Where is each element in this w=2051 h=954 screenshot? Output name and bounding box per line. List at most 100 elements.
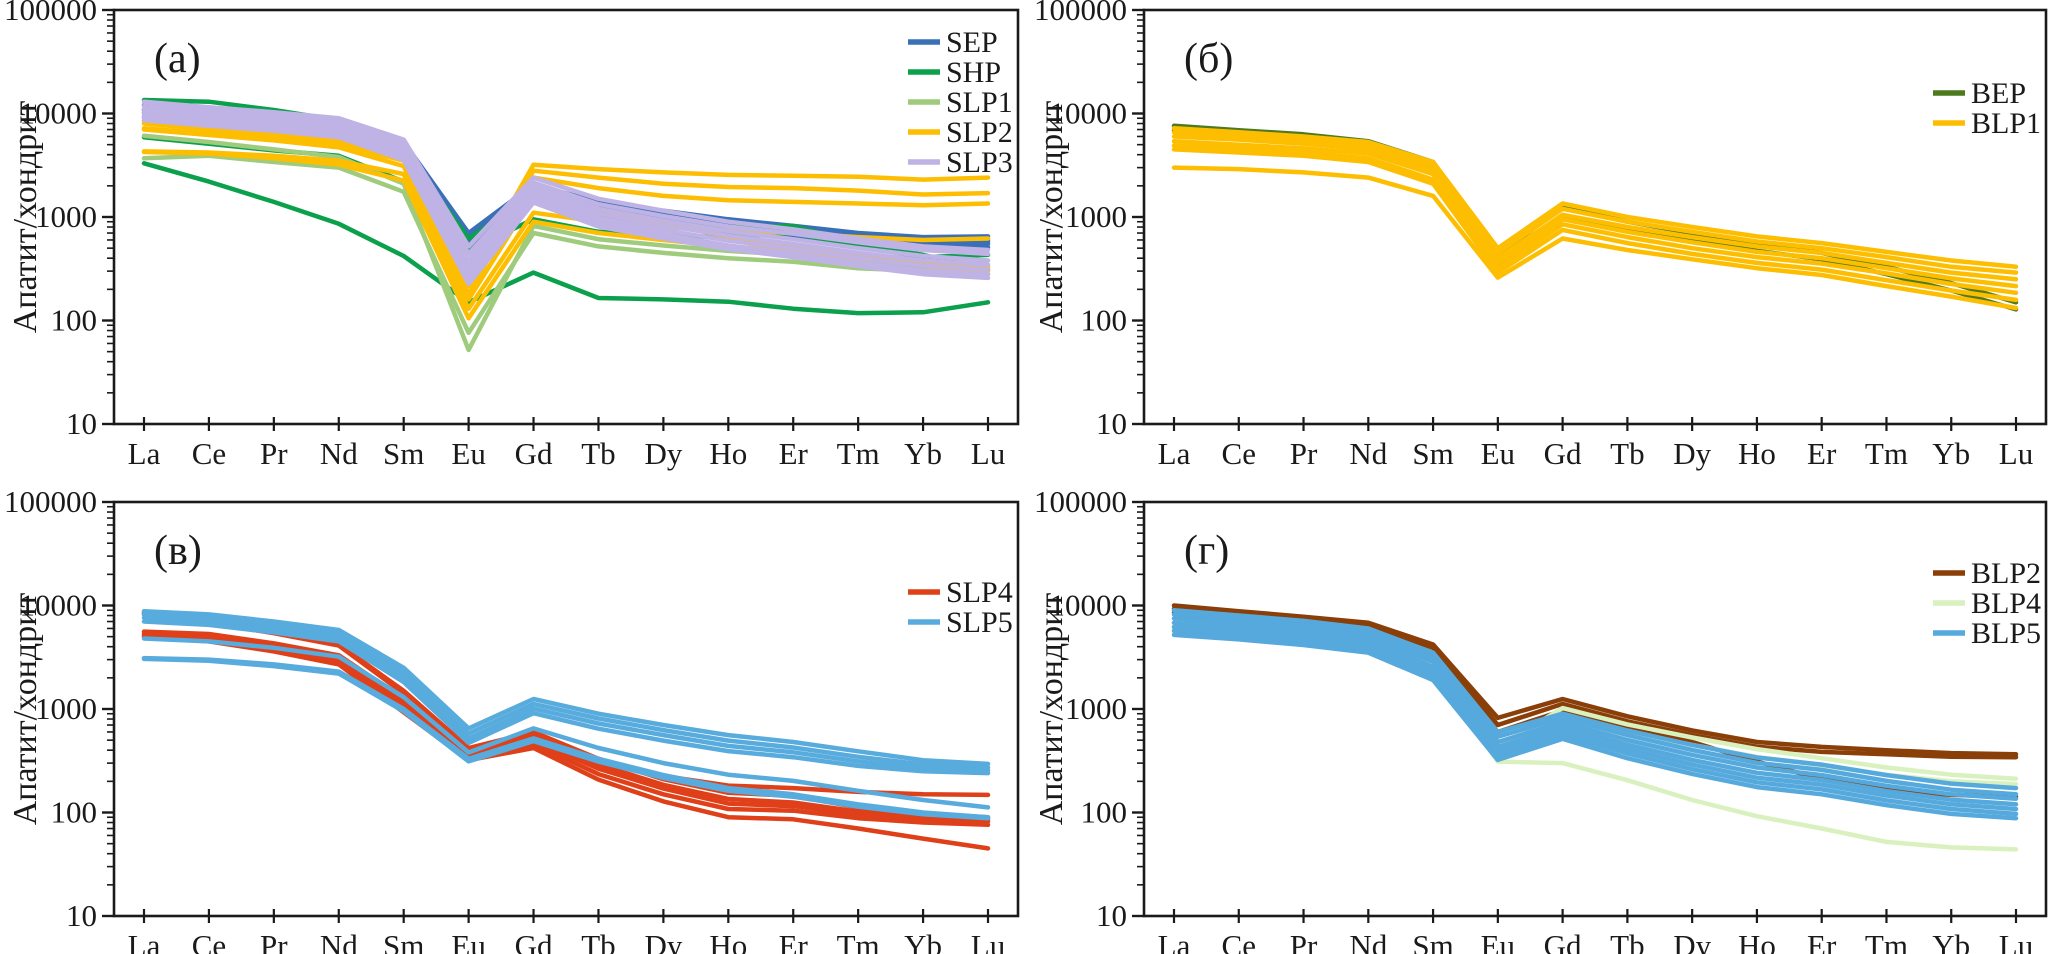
legend-label: BEP — [1971, 77, 2026, 110]
x-tick-label: Lu — [971, 436, 1005, 471]
x-tick-label: Tb — [1610, 436, 1644, 471]
panel-b-chart: 10 100 1000 10000 100000 La Ce Pr Nd Sm Eu Gd Tb Dy Ho… — [1033, 0, 2048, 471]
y-tick-label: 10 — [1096, 406, 1127, 441]
legend-label: BLP1 — [1971, 107, 2041, 140]
x-tick-label: Tm — [1865, 928, 1908, 954]
x-tick-label: Ce — [192, 436, 226, 471]
x-tick-label: Ce — [1222, 928, 1256, 954]
y-tick-label: 100 — [51, 795, 98, 830]
x-tick-label: Nd — [320, 436, 358, 471]
series-line-SLP3 — [141, 115, 991, 282]
y-tick-label: 10000 — [20, 588, 98, 623]
legend-label: SEP — [946, 26, 998, 59]
x-tick-label: Lu — [971, 928, 1005, 954]
x-tick-label: Sm — [383, 436, 424, 471]
series-line-BLP1 — [1171, 126, 2019, 270]
series-line-SLP3 — [141, 118, 991, 287]
x-tick-label: Sm — [1412, 436, 1453, 471]
series-line-SLP2 — [141, 121, 991, 289]
x-tick-label: Gd — [1544, 436, 1582, 471]
x-tick-label: Sm — [1412, 928, 1453, 954]
panel-letter: (а) — [154, 36, 201, 82]
x-tick-label: Ce — [1222, 436, 1256, 471]
x-tick-label: Er — [779, 928, 809, 954]
plot-frame — [112, 500, 1020, 918]
series-line-SLP4 — [141, 634, 991, 851]
x-tick-label: Yb — [1932, 928, 1970, 954]
x-tick-label: Dy — [1673, 928, 1711, 954]
series-line-SLP5 — [141, 612, 991, 770]
y-tick-label: 10 — [66, 898, 97, 933]
panel-g-chart: 10 100 1000 10000 100000 La Ce Pr Nd Sm Eu Gd Tb Dy Ho… — [1033, 484, 2048, 954]
y-tick-label: 100 — [1081, 795, 1128, 830]
series-line-SLP5 — [141, 636, 991, 810]
legend-label: BLP5 — [1971, 617, 2041, 650]
x-tick-label: La — [128, 436, 161, 471]
y-tick-label: 10 — [66, 406, 97, 441]
series-line-SHP — [141, 161, 991, 316]
legend-label: BLP2 — [1971, 557, 2041, 590]
x-tick-label: Pr — [1290, 928, 1318, 954]
series-line-BLP5 — [1171, 612, 2019, 797]
panel-letter: (г) — [1184, 528, 1229, 574]
x-tick-label: Lu — [1999, 928, 2033, 954]
x-tick-label: Ho — [709, 436, 747, 471]
x-tick-label: Ho — [1738, 436, 1776, 471]
panel-letter: (в) — [154, 528, 202, 574]
x-tick-label: Lu — [1999, 436, 2033, 471]
y-tick-label: 10000 — [1050, 588, 1128, 623]
series-line-SLP1 — [141, 153, 991, 336]
plot-frame — [1142, 500, 2048, 918]
series-line-BLP5 — [1171, 616, 2019, 801]
y-tick-label: 10 — [1096, 898, 1127, 933]
y-tick-label: 1000 — [1065, 691, 1127, 726]
series-line-BLP1 — [1171, 147, 2019, 303]
plot-frame — [1142, 8, 2048, 426]
x-tick-label: Dy — [644, 436, 682, 471]
x-tick-label: Pr — [260, 928, 288, 954]
y-tick-label: 100000 — [1034, 484, 1127, 519]
x-tick-label: La — [1158, 436, 1191, 471]
legend-label: SHP — [946, 56, 1001, 89]
x-tick-label: Tm — [1865, 436, 1908, 471]
x-tick-label: Eu — [451, 928, 485, 954]
x-tick-label: La — [1158, 928, 1191, 954]
x-tick-label: Eu — [1481, 436, 1515, 471]
series-line-BLP1 — [1171, 165, 2019, 311]
legend-label: SLP1 — [946, 86, 1013, 119]
series-line-BLP5 — [1171, 632, 2019, 821]
y-tick-label: 100 — [51, 303, 98, 338]
legend-label: SLP3 — [946, 146, 1013, 179]
x-tick-label: Er — [1807, 928, 1837, 954]
y-tick-label: 10000 — [1050, 96, 1128, 131]
x-tick-label: Gd — [515, 928, 553, 954]
series-line-BLP5 — [1171, 607, 2019, 791]
panel-letter: (б) — [1184, 36, 1233, 82]
x-tick-label: Nd — [320, 928, 358, 954]
x-tick-label: Tm — [837, 928, 880, 954]
legend-label: SLP5 — [946, 606, 1013, 639]
x-tick-label: Ho — [709, 928, 747, 954]
legend-label: BLP4 — [1971, 587, 2041, 620]
x-tick-label: Yb — [904, 928, 942, 954]
x-tick-label: Dy — [644, 928, 682, 954]
panel-a-chart: 10 100 1000 10000 100000 La Ce Pr Nd Sm Eu Gd Tb Dy Ho… — [4, 0, 1020, 471]
y-tick-label: 100 — [1081, 303, 1128, 338]
series-line-SLP5 — [141, 656, 991, 821]
series-line-SLP3 — [141, 103, 991, 257]
x-tick-label: Yb — [1932, 436, 1970, 471]
series-line-BLP5 — [1171, 624, 2019, 812]
x-tick-label: Er — [1807, 436, 1837, 471]
y-tick-label: 1000 — [1065, 199, 1127, 234]
series-line-BLP5 — [1171, 628, 2019, 817]
series-line-BLP1 — [1171, 138, 2019, 289]
x-tick-label: Tb — [581, 928, 615, 954]
plot-frame — [112, 8, 1020, 426]
x-tick-label: Gd — [515, 436, 553, 471]
y-axis-title: Апатит/хондрит — [7, 593, 44, 826]
series-line-SLP5 — [141, 615, 991, 773]
x-tick-label: Tb — [581, 436, 615, 471]
x-tick-label: La — [128, 928, 161, 954]
y-tick-label: 100000 — [1034, 0, 1127, 27]
y-tick-label: 100000 — [4, 0, 97, 27]
